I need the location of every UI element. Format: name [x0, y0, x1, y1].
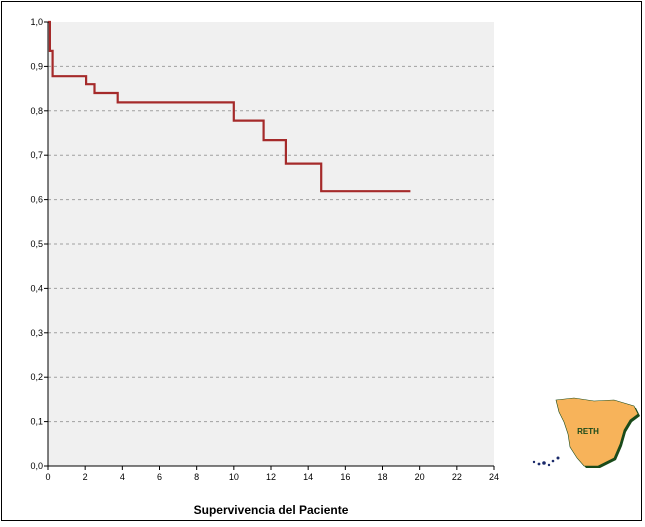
y-axis-ticks: 0,0 0,1 0,2 0,3 0,4 0,5 0,6 0,7 0,8 0,9 1,0 — [30, 17, 48, 471]
x-tick-label: 8 — [194, 472, 199, 482]
y-tick-label: 0,4 — [30, 283, 43, 293]
y-tick-label: 0,2 — [30, 372, 43, 382]
x-tick-label: 2 — [83, 472, 88, 482]
x-axis-label: Supervivencia del Paciente — [194, 503, 349, 517]
x-tick-label: 24 — [489, 472, 499, 482]
y-tick-label: 0,5 — [30, 239, 43, 249]
x-tick-label: 16 — [340, 472, 350, 482]
x-tick-label: 22 — [452, 472, 462, 482]
x-tick-label: 20 — [415, 472, 425, 482]
x-tick-label: 6 — [157, 472, 162, 482]
y-tick-label: 1,0 — [30, 17, 43, 27]
spain-map-icon — [555, 397, 639, 467]
logo-text: RETH — [577, 427, 599, 436]
x-tick-label: 12 — [266, 472, 276, 482]
x-tick-label: 0 — [45, 472, 50, 482]
y-tick-label: 0,1 — [30, 417, 43, 427]
x-axis-ticks: 0 2 4 6 8 10 12 14 16 18 20 22 24 — [45, 466, 499, 482]
x-tick-label: 4 — [120, 472, 125, 482]
gridlines — [48, 65, 494, 423]
y-tick-label: 0,8 — [30, 106, 43, 116]
islands-icon — [532, 456, 560, 467]
y-tick-label: 0,7 — [30, 150, 43, 160]
x-tick-label: 18 — [377, 472, 387, 482]
x-tick-label: 14 — [303, 472, 313, 482]
x-tick-label: 10 — [229, 472, 239, 482]
y-tick-label: 0,3 — [30, 328, 43, 338]
reth-logo: RETH — [532, 397, 640, 468]
y-tick-label: 0,0 — [30, 461, 43, 471]
y-tick-label: 0,6 — [30, 195, 43, 205]
y-tick-label: 0,9 — [30, 61, 43, 71]
series-layer — [48, 20, 411, 193]
survival-curve-line — [48, 20, 411, 193]
